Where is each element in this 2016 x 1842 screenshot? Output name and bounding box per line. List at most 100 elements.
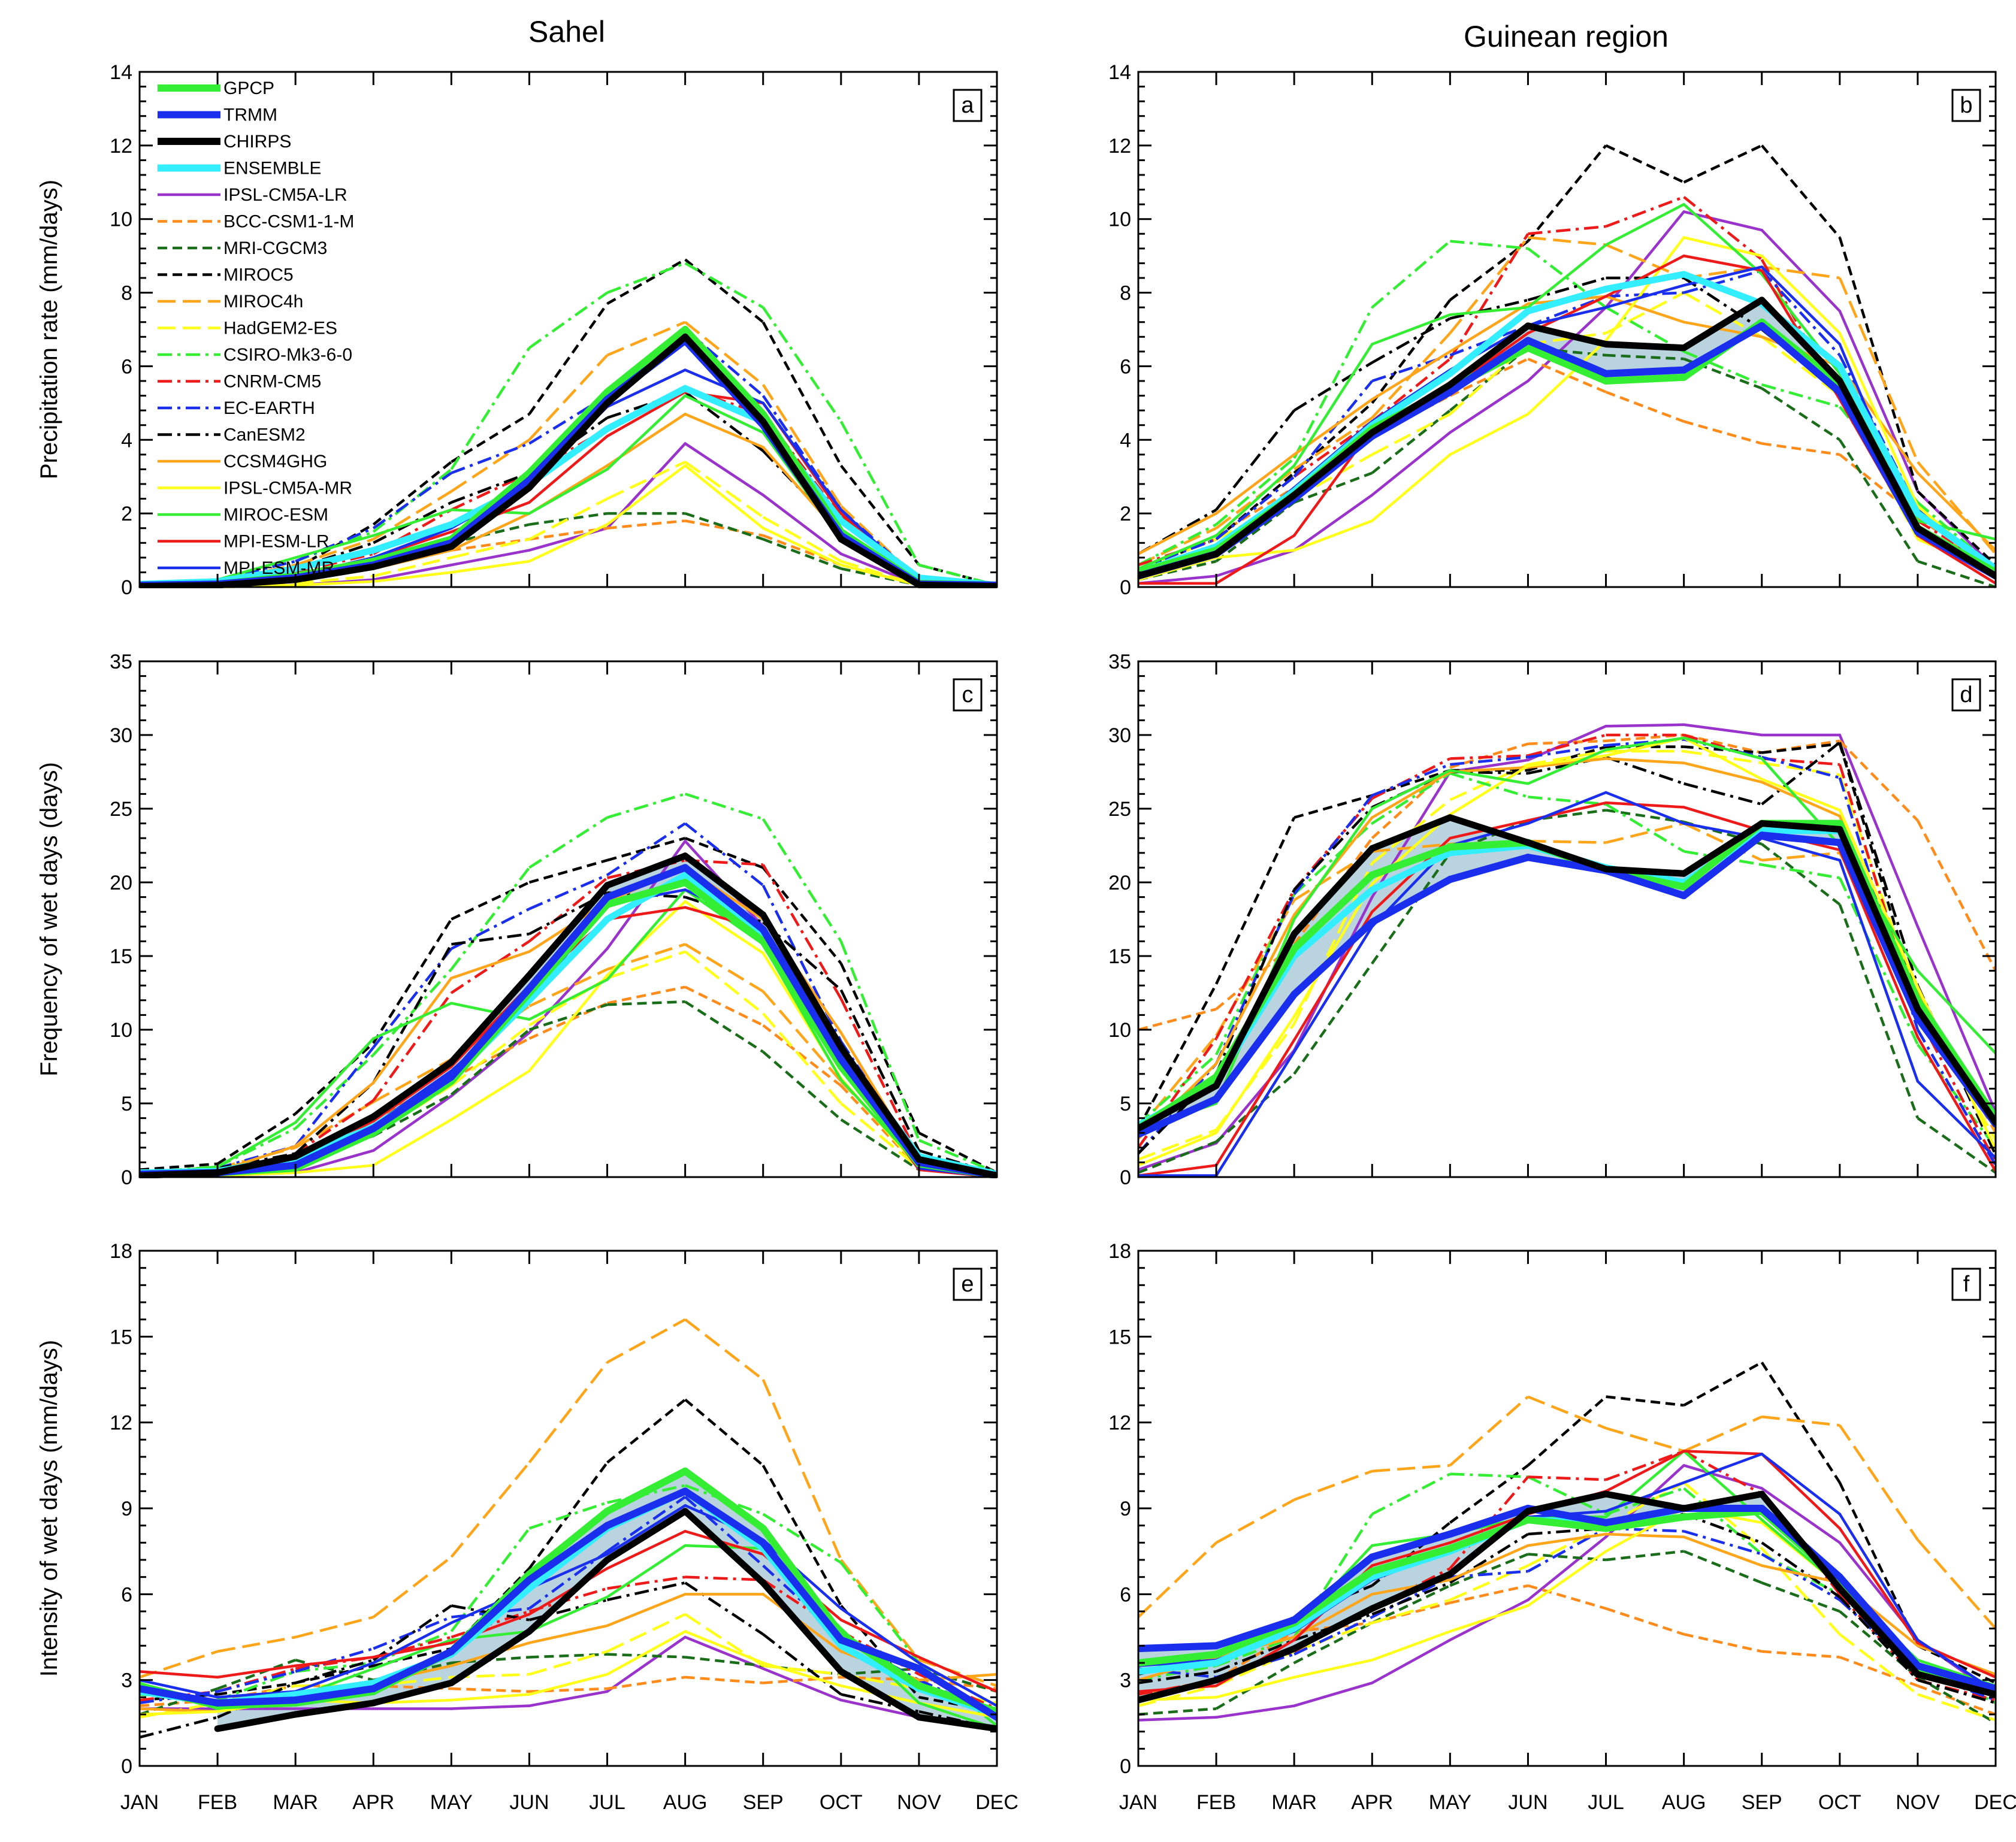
segment-miroc5-jun — [1527, 745, 1607, 772]
segment-hadgem2-es-sep — [762, 1012, 842, 1105]
segment-miroc-esm-apr — [1371, 313, 1452, 346]
segment-miroc-esm-jun — [1527, 748, 1607, 785]
legend-label-ipsl-cm5a-mr: IPSL-CM5A-MR — [223, 479, 352, 498]
segment-ensemble-jan — [1138, 1659, 1220, 1675]
segment-chirps-apr — [1368, 814, 1453, 852]
segment-chirps-aug — [682, 852, 767, 918]
segment-miroc5-sep — [1760, 1362, 1841, 1484]
panel-label: d — [1960, 682, 1972, 707]
segment-miroc5-apr — [372, 461, 452, 526]
x-tick-label-jun: JUN — [509, 1791, 549, 1814]
segment-csiro-mk3-6-0-jul — [606, 262, 686, 294]
segment-ipsl-cm5a-mr-sep — [761, 527, 843, 567]
segment-miroc4h-jul — [1606, 822, 1685, 844]
segment-miroc5-apr — [373, 1647, 452, 1667]
segment-ccsm4ghg-jun — [528, 1624, 609, 1644]
segment-trmm-oct — [837, 1636, 923, 1672]
segment-ipsl-cm5a-lr-aug — [684, 442, 764, 497]
segment-mri-cgcm3-sep — [1761, 1581, 1840, 1613]
segment-chirps-nov — [1914, 525, 1996, 580]
segment-gpcp-mar — [1290, 1568, 1376, 1627]
segment-miroc4h-jan — [1138, 1035, 1217, 1131]
segment-miroc4h-nov — [1917, 461, 1996, 555]
panels: 0 2 4 6 8 10 12 14 Precipitation rate (mm/days) a… — [36, 61, 2016, 1814]
segment-canesm2-mar — [1293, 806, 1373, 891]
segment-ccsm4ghg-jul — [1604, 757, 1685, 764]
x-tick-label-feb: FEB — [1196, 1791, 1236, 1814]
segment-bcc-csm1-1-m-jul — [1605, 391, 1685, 423]
segment-miroc4h-sep — [1761, 1415, 1840, 1427]
segment-mri-cgcm3-may — [451, 523, 530, 545]
segment-trmm-jun — [1524, 337, 1610, 377]
segment-mpi-esm-lr-feb — [216, 1664, 297, 1679]
segment-trmm-may — [448, 1576, 533, 1655]
legend-label-ensemble: ENSEMBLE — [223, 159, 321, 179]
segment-bcc-csm1-1-m-sep — [1761, 442, 1840, 456]
segment-chirps-oct — [838, 1044, 923, 1163]
segment-ec-earth-nov — [1916, 1029, 1996, 1166]
segment-miroc5-apr — [1371, 769, 1451, 797]
segment-miroc-esm-jul — [606, 1544, 687, 1599]
segment-mpi-esm-lr-oct — [839, 1619, 921, 1659]
segment-gpcp-aug — [1680, 1507, 1766, 1521]
segment-ccsm4ghg-aug — [1682, 1535, 1763, 1567]
panel-label-box — [1951, 678, 1981, 712]
segment-chirps-may — [448, 1628, 533, 1686]
segment-miroc4h-jul — [1605, 243, 1685, 280]
segment-miroc4h-feb — [217, 1635, 296, 1653]
segment-chirps-sep — [1758, 1490, 1843, 1592]
segment-csiro-mk3-6-0-aug — [684, 793, 764, 821]
segment-gpcp-feb — [1213, 1619, 1298, 1658]
segment-ensemble-mar — [292, 547, 377, 572]
segment-mri-cgcm3-jun — [1528, 809, 1606, 822]
panel-c: 0 5 10 15 20 25 30 35 Frequency of wet days (day… — [36, 651, 998, 1189]
x-tick-label-dec: DEC — [1974, 1791, 2016, 1814]
segment-miroc4h-mar — [295, 538, 374, 567]
segment-csiro-mk3-6-0-feb — [1215, 893, 1296, 1055]
segment-trmm-aug — [1680, 831, 1766, 900]
segment-miroc-esm-aug — [1682, 736, 1763, 760]
segment-mri-cgcm3-sep — [762, 1051, 842, 1121]
x-tick-label-jan: JAN — [120, 1791, 159, 1814]
segment-trmm-jul — [1602, 867, 1688, 900]
segment-mri-cgcm3-apr — [1371, 409, 1451, 474]
segment-csiro-mk3-6-0-may — [1450, 1472, 1528, 1478]
y-tick-label: 12 — [110, 135, 132, 158]
segment-miroc5-jul — [606, 837, 686, 862]
segment-chirps-feb — [1213, 491, 1298, 558]
segment-cnrm-cm5-jun — [528, 876, 608, 943]
segment-miroc5-aug — [1683, 745, 1762, 754]
y-tick-label: 10 — [1108, 208, 1131, 231]
segment-ccsm4ghg-sep — [1760, 1564, 1842, 1584]
series-trmm — [1138, 1505, 1996, 1692]
segment-miroc5-sep — [761, 866, 842, 964]
segment-csiro-mk3-6-0-aug — [684, 262, 764, 309]
segment-trmm-apr — [1368, 388, 1454, 440]
segment-ipsl-cm5a-lr-apr — [372, 1094, 453, 1152]
y-tick-label: 5 — [121, 1093, 132, 1115]
segment-miroc4h-sep — [1761, 851, 1840, 862]
panel-label-box — [953, 678, 983, 712]
segment-ipsl-cm5a-lr-oct — [1838, 733, 1920, 928]
segment-miroc4h-oct — [1838, 1424, 1919, 1541]
segment-ipsl-cm5a-lr-may — [450, 549, 531, 567]
segment-chirps-feb — [214, 1153, 299, 1176]
segment-ipsl-cm5a-lr-feb — [1214, 1049, 1296, 1145]
segment-canesm2-jul — [607, 1581, 686, 1602]
legend-label-ipsl-cm5a-lr: IPSL-CM5A-LR — [223, 185, 347, 205]
segment-ipsl-cm5a-lr-jul — [1604, 210, 1685, 309]
segment-mpi-esm-mr-jul — [1604, 284, 1685, 309]
segment-trmm-jul — [603, 864, 689, 901]
x-tick-label-nov: NOV — [897, 1791, 941, 1814]
y-tick-label: 15 — [110, 1326, 132, 1348]
segment-trmm-mar — [1290, 1553, 1376, 1624]
segment-csiro-mk3-6-0-jun — [1528, 796, 1606, 806]
series-ensemble — [1138, 271, 1996, 576]
segment-chirps-nov — [915, 1156, 997, 1178]
segment-hadgem2-es-sep — [1761, 1547, 1841, 1635]
segment-miroc-esm-mar — [1292, 343, 1374, 467]
col-title-sahel: Sahel — [528, 15, 605, 49]
segment-hadgem2-es-jan — [1138, 1684, 1217, 1707]
segment-ec-earth-mar — [1293, 380, 1374, 478]
segment-ipsl-cm5a-mr-aug — [684, 1630, 764, 1665]
